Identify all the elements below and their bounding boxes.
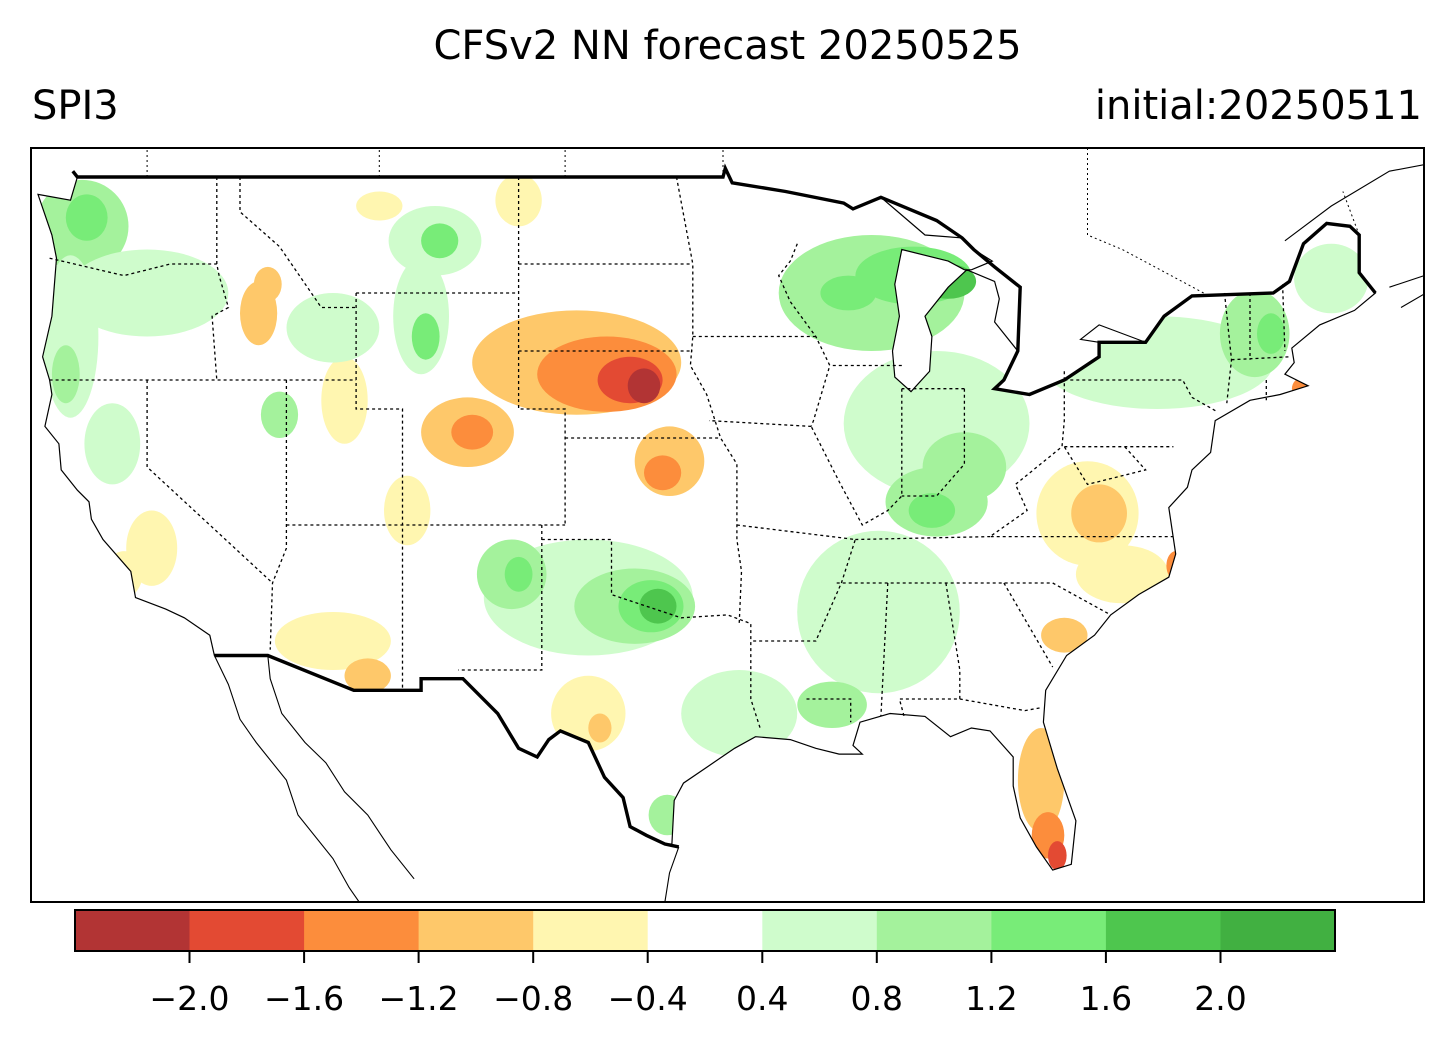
spi-contour-patch (356, 191, 403, 221)
colorbar-tick-label: 1.6 (1080, 979, 1132, 1018)
colorbar-tick-label: 0.4 (736, 979, 788, 1018)
spi-contour-patch (797, 681, 867, 728)
spi-contour-patch (411, 313, 440, 360)
spi-contour-patch (65, 194, 108, 241)
colorbar-tick-label: −2.0 (149, 979, 229, 1018)
variable-label: SPI3 (32, 83, 119, 129)
colorbar-tick-label: −0.8 (493, 979, 573, 1018)
colorbar-tick-label: 2.0 (1194, 979, 1246, 1018)
spi-contour-patch (639, 588, 677, 624)
colorbar-swatch (991, 910, 1107, 951)
spi-contour-patch (644, 455, 682, 491)
spi-contour-patch (908, 493, 956, 528)
colorbar-swatch (1220, 910, 1336, 951)
canada-coastline (1079, 164, 1424, 343)
colorbar-swatch (533, 910, 649, 951)
colorbar-swatch (647, 910, 763, 951)
spi-contour-patch (1048, 841, 1067, 871)
spi-contour-patch (1071, 484, 1127, 543)
initial-date-label: initial:20250511 (1094, 83, 1422, 129)
colorbar-swatch (1105, 910, 1221, 951)
map-title: CFSv2 NN forecast 20250525 (433, 23, 1022, 69)
colorbar-tick-label: −1.6 (264, 979, 344, 1018)
spi-contour-patch (1041, 617, 1088, 653)
colorbar-swatch (304, 910, 420, 951)
colorbar-tick-label: −0.4 (608, 979, 688, 1018)
colorbar-tick-label: −1.2 (379, 979, 459, 1018)
spi-contour-patch (260, 391, 299, 438)
spi-contour-patch (65, 249, 229, 337)
national-border (71, 163, 1377, 849)
spi-contour-patch (1294, 243, 1369, 314)
colorbar-swatch (876, 910, 992, 951)
spi-contour-patch (253, 266, 282, 302)
mexico-coastline (213, 655, 680, 902)
spi-contour-patch (51, 345, 80, 404)
spi-contour-patch (504, 556, 533, 592)
spi-contour-patch (588, 713, 612, 743)
colorbar-swatch (189, 910, 305, 951)
map-frame (30, 147, 1425, 903)
colorbar-swatch (75, 910, 190, 951)
colorbar-outline (74, 909, 1336, 952)
spi-contour-patch (286, 293, 380, 363)
spi-contour-patch (384, 475, 431, 546)
colorbar-swatch (762, 910, 878, 951)
canada-province-lines (146, 148, 1360, 294)
state-boundaries (49, 176, 1290, 729)
spi-contour-patch (274, 612, 391, 670)
spi-contour-patch (344, 658, 391, 694)
colorbar-swatch (418, 910, 534, 951)
colorbar-tick-label: 1.2 (965, 979, 1017, 1018)
spi-contour-patch (1257, 313, 1285, 354)
spi-contour-patch (820, 275, 877, 311)
colorbar-tick-label: 0.8 (851, 979, 903, 1018)
spi-contour-patch (1219, 290, 1290, 378)
spi-contour-patch (84, 403, 141, 485)
spi-contour-patch (797, 530, 960, 694)
spi-contour-patch (1075, 545, 1169, 604)
spi-contour-patch (681, 670, 798, 757)
spi-contour-patch (421, 223, 459, 259)
spi-contour-patch (627, 368, 661, 404)
spi-contour-patch (495, 174, 542, 227)
spi-contour-patch (451, 414, 494, 450)
